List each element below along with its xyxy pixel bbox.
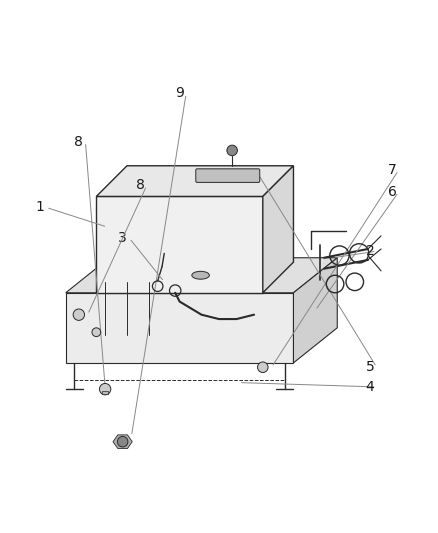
Circle shape <box>73 309 85 320</box>
Polygon shape <box>102 391 108 394</box>
Text: 8: 8 <box>136 179 145 192</box>
Polygon shape <box>66 293 293 363</box>
Text: 9: 9 <box>175 86 184 101</box>
Text: 8: 8 <box>74 135 83 149</box>
Polygon shape <box>293 258 337 363</box>
Circle shape <box>227 145 237 156</box>
Circle shape <box>258 362 268 373</box>
Circle shape <box>99 383 111 395</box>
FancyBboxPatch shape <box>196 169 260 182</box>
Text: 6: 6 <box>388 185 396 199</box>
Ellipse shape <box>192 271 209 279</box>
Polygon shape <box>96 166 293 197</box>
Polygon shape <box>113 435 132 449</box>
Polygon shape <box>96 197 263 293</box>
Text: 5: 5 <box>366 360 374 374</box>
Text: 1: 1 <box>35 200 44 214</box>
Text: 2: 2 <box>366 244 374 258</box>
Text: 7: 7 <box>388 163 396 177</box>
Text: 4: 4 <box>366 380 374 394</box>
Circle shape <box>92 328 101 336</box>
Circle shape <box>117 437 128 447</box>
Polygon shape <box>66 258 337 293</box>
Text: 3: 3 <box>118 231 127 245</box>
Polygon shape <box>263 166 293 293</box>
